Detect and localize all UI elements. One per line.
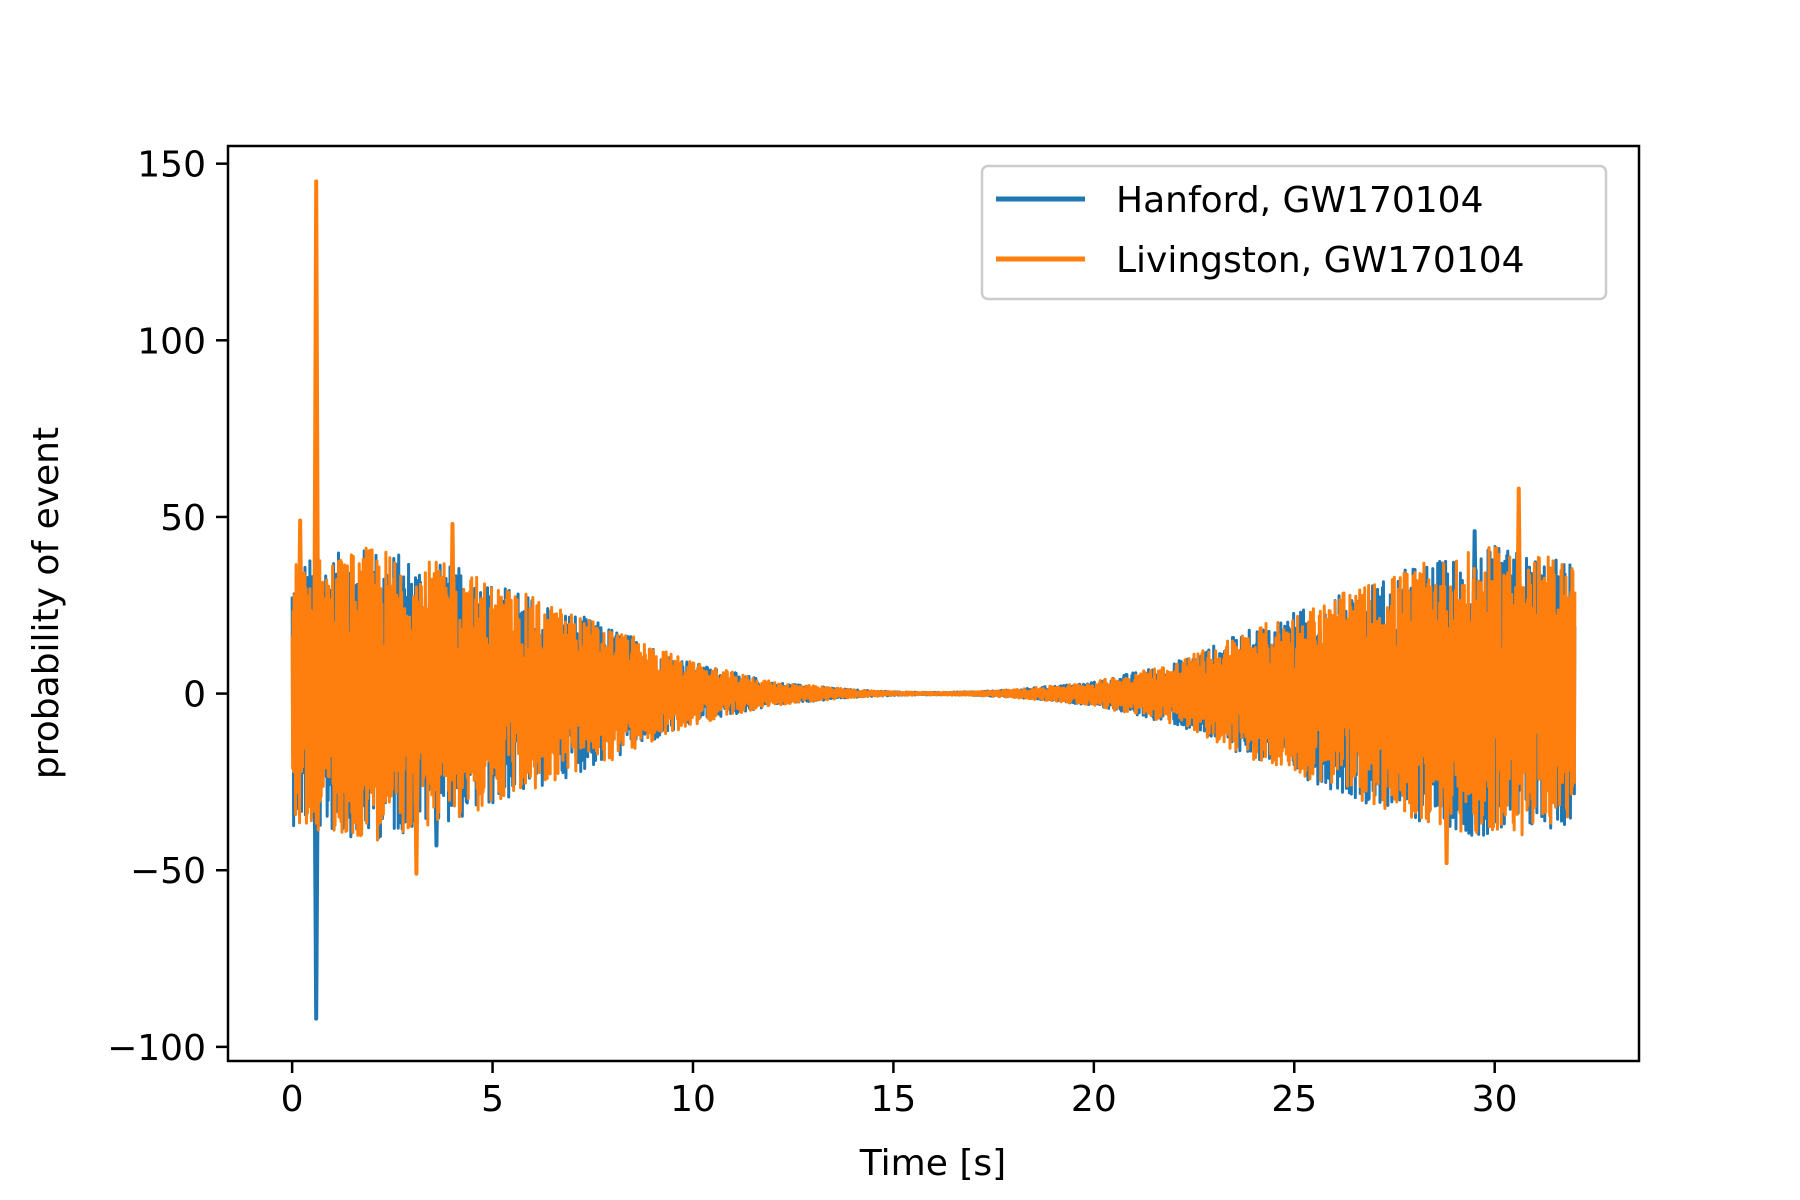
y-tick-label: 0 — [183, 675, 206, 716]
y-axis-label: probability of event — [26, 427, 67, 779]
x-axis: 0 5 10 15 20 25 30 — [281, 1061, 1518, 1120]
legend-box — [980, 164, 1608, 301]
y-tick-label: 100 — [137, 321, 206, 362]
y-tick-label: 50 — [160, 498, 206, 539]
legend-label-1: Livingston, GW170104 — [1116, 240, 1525, 281]
series-1-spike-4 — [1514, 486, 1523, 694]
y-axis: −100 −50 0 50 100 150 — [107, 145, 228, 1069]
x-tick-label: 5 — [481, 1079, 504, 1120]
plot-area — [290, 179, 1577, 1021]
y-tick-label: −50 — [130, 851, 206, 892]
series-1-spike-0 — [312, 179, 321, 694]
y-tick-label: 150 — [137, 145, 206, 186]
x-axis-label: Time [s] — [859, 1143, 1006, 1184]
x-tick-label: 30 — [1472, 1079, 1518, 1120]
axes-frame — [226, 144, 1641, 1063]
x-tick-label: 0 — [281, 1079, 304, 1120]
legend-label-0: Hanford, GW170104 — [1116, 180, 1483, 221]
x-tick-label: 20 — [1071, 1079, 1117, 1120]
x-tick-label: 10 — [670, 1079, 716, 1120]
y-tick-label: −100 — [107, 1028, 206, 1069]
legend: Hanford, GW170104 Livingston, GW170104 — [980, 164, 1608, 301]
series-1-spike-1 — [296, 518, 305, 694]
series-1-spike-3 — [412, 693, 421, 876]
series-1-spike-2 — [448, 522, 457, 694]
series-line-1 — [290, 546, 1577, 842]
x-tick-label: 15 — [871, 1079, 917, 1120]
x-tick-label: 25 — [1271, 1079, 1317, 1120]
series-1-spike-5 — [1442, 693, 1451, 866]
